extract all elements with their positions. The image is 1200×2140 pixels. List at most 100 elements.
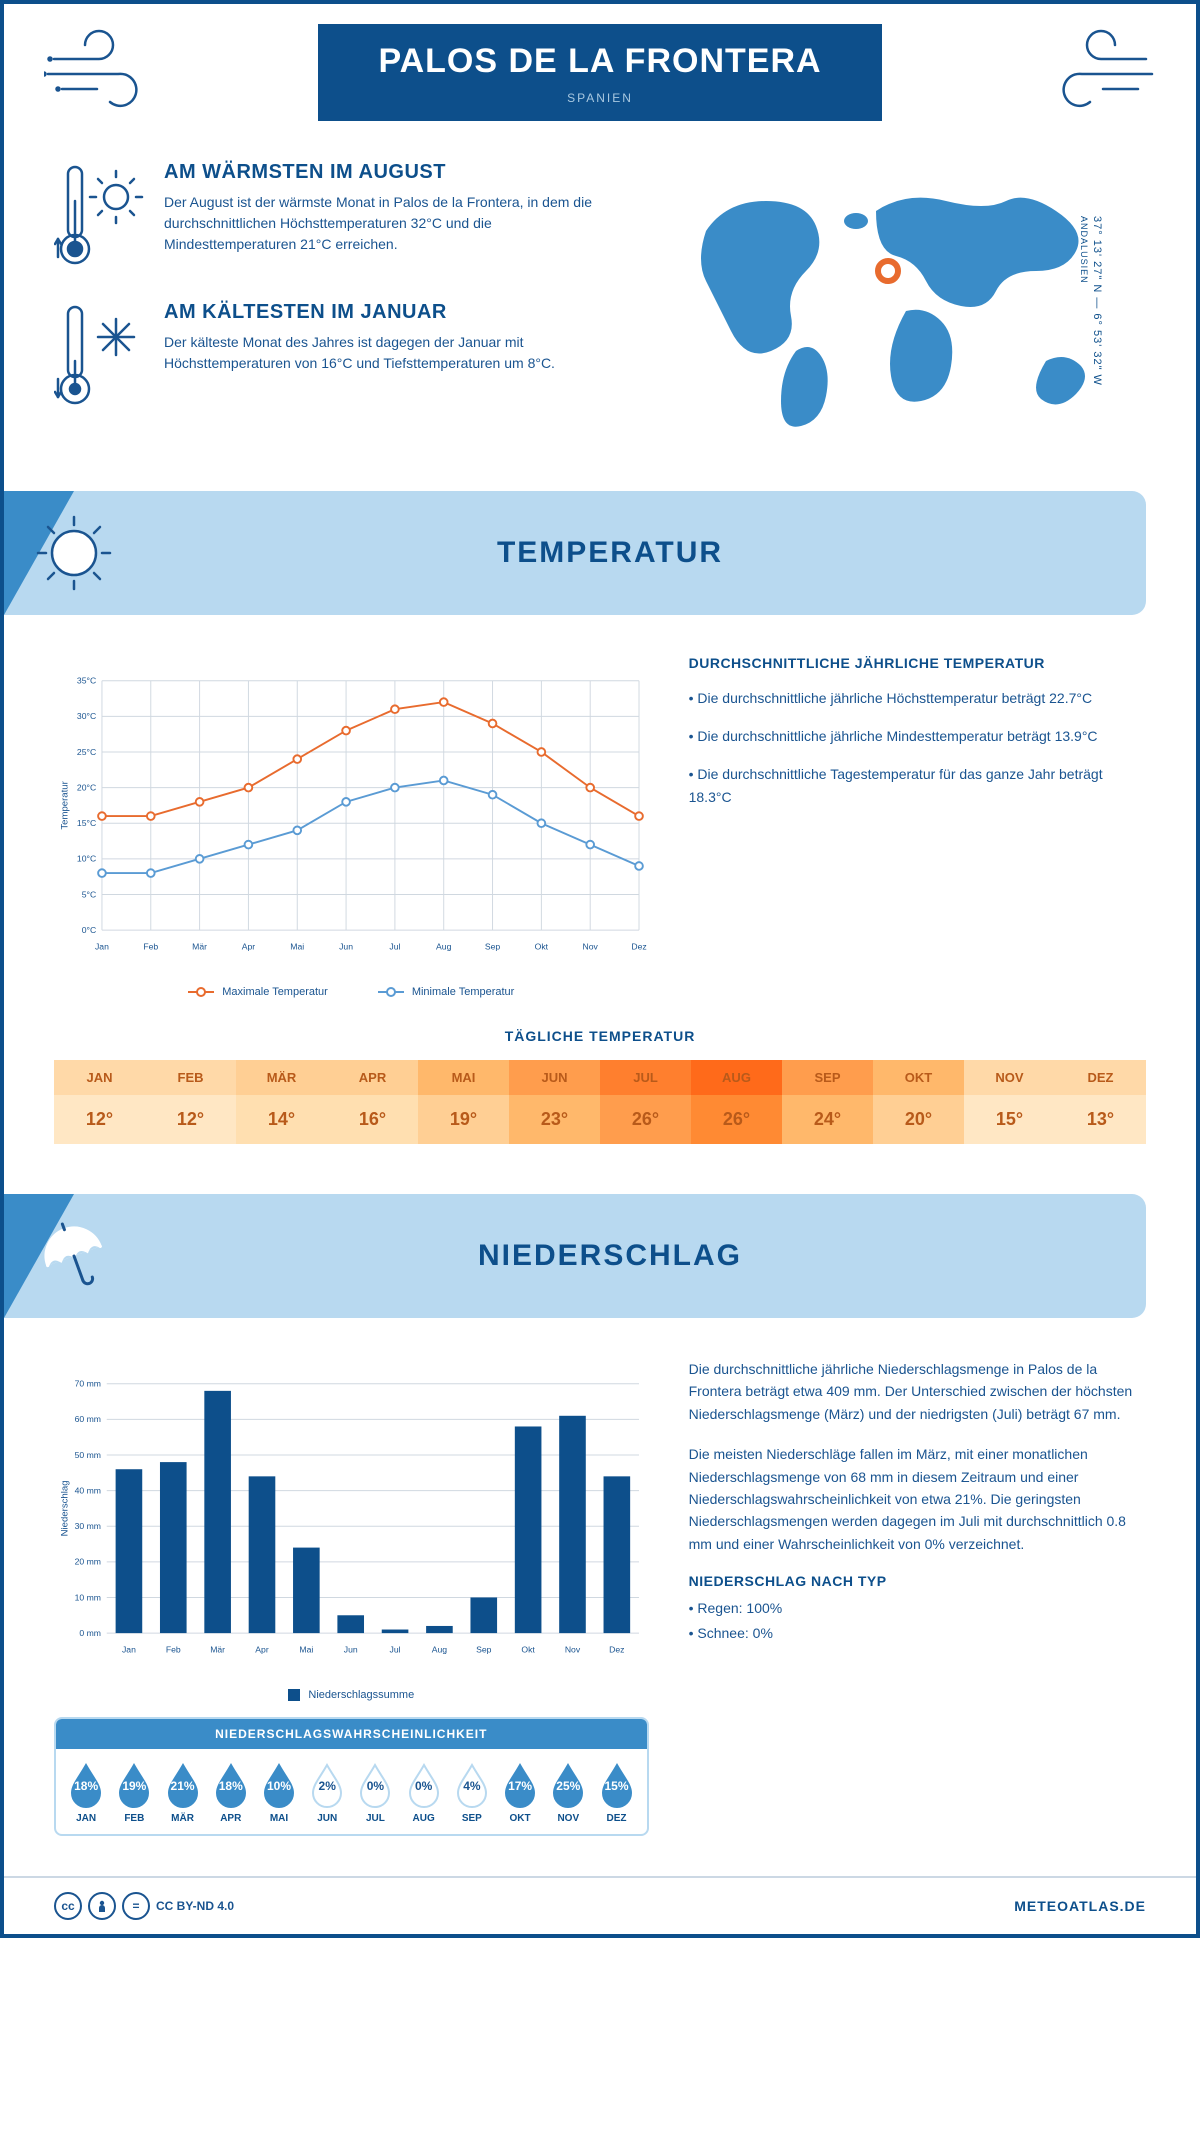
umbrella-icon xyxy=(34,1216,114,1296)
coordinates-label: 37° 13' 27" N — 6° 53' 32" W ANDALUSIEN xyxy=(1079,216,1103,386)
daily-temp-cell: APR16° xyxy=(327,1060,418,1144)
prob-drop-cell: 2%JUN xyxy=(305,1761,349,1824)
fact-cold-body: Der kälteste Monat des Jahres ist dagege… xyxy=(164,332,605,374)
svg-text:Jul: Jul xyxy=(389,941,400,951)
prob-drop-cell: 0%JUL xyxy=(353,1761,397,1824)
prob-title: NIEDERSCHLAGSWAHRSCHEINLICHKEIT xyxy=(56,1719,647,1749)
daily-temperature-block: TÄGLICHE TEMPERATUR JAN12°FEB12°MÄR14°AP… xyxy=(4,1008,1196,1184)
header-row: PALOS DE LA FRONTERA SPANIEN xyxy=(4,4,1196,151)
svg-text:Sep: Sep xyxy=(485,941,501,951)
svg-text:Mai: Mai xyxy=(299,1644,313,1654)
temperature-line-chart: 0°C5°C10°C15°C20°C25°C30°C35°CJanFebMärA… xyxy=(54,655,649,975)
daily-temp-cell: MAI19° xyxy=(418,1060,509,1144)
svg-text:30 mm: 30 mm xyxy=(75,1521,101,1531)
title-block: PALOS DE LA FRONTERA SPANIEN xyxy=(318,24,881,121)
svg-text:50 mm: 50 mm xyxy=(75,1450,101,1460)
svg-text:10 mm: 10 mm xyxy=(75,1592,101,1602)
svg-text:25°C: 25°C xyxy=(77,747,96,757)
section-header-precip: NIEDERSCHLAG xyxy=(4,1194,1146,1318)
svg-text:Temperatur: Temperatur xyxy=(59,780,70,829)
svg-text:Sep: Sep xyxy=(476,1644,492,1654)
section-header-temperature: TEMPERATUR xyxy=(4,491,1146,615)
svg-text:Okt: Okt xyxy=(521,1644,535,1654)
svg-text:5°C: 5°C xyxy=(82,889,96,899)
precip-heading: NIEDERSCHLAG xyxy=(114,1239,1106,1273)
daily-temp-cell: OKT20° xyxy=(873,1060,964,1144)
svg-text:0°C: 0°C xyxy=(82,925,96,935)
svg-text:Jul: Jul xyxy=(390,1644,401,1654)
svg-text:Dez: Dez xyxy=(631,941,646,951)
precip-legend-label: Niederschlagssumme xyxy=(308,1689,414,1701)
precip-content: 0 mm10 mm20 mm30 mm40 mm50 mm60 mm70 mmJ… xyxy=(4,1338,1196,1866)
svg-text:Jun: Jun xyxy=(344,1644,358,1654)
precip-left: 0 mm10 mm20 mm30 mm40 mm50 mm60 mm70 mmJ… xyxy=(54,1358,649,1836)
daily-temp-cell: SEP24° xyxy=(782,1060,873,1144)
daily-temp-cell: JAN12° xyxy=(54,1060,145,1144)
intro-row: AM WÄRMSTEN IM AUGUST Der August ist der… xyxy=(4,151,1196,481)
fact-warm-title: AM WÄRMSTEN IM AUGUST xyxy=(164,161,605,184)
world-map-icon xyxy=(676,171,1116,431)
country-label: SPANIEN xyxy=(378,91,821,105)
license-text: CC BY-ND 4.0 xyxy=(156,1899,234,1913)
prob-drop-cell: 17%OKT xyxy=(498,1761,542,1824)
temp-side-title: DURCHSCHNITTLICHE JÄHRLICHE TEMPERATUR xyxy=(689,655,1146,671)
svg-text:35°C: 35°C xyxy=(77,676,96,686)
svg-text:Apr: Apr xyxy=(255,1644,269,1654)
prob-drop-cell: 4%SEP xyxy=(450,1761,494,1824)
prob-drop-cell: 18%APR xyxy=(209,1761,253,1824)
brand-label: METEOATLAS.DE xyxy=(1014,1898,1146,1914)
prob-drop-cell: 21%MÄR xyxy=(160,1761,204,1824)
svg-text:Jan: Jan xyxy=(122,1644,136,1654)
temperature-legend: Maximale Temperatur Minimale Temperatur xyxy=(54,986,649,998)
svg-text:20°C: 20°C xyxy=(77,782,96,792)
page-title: PALOS DE LA FRONTERA xyxy=(378,42,821,81)
bytype-line: • Regen: 100% xyxy=(689,1597,1146,1619)
precip-bytype-title: NIEDERSCHLAG NACH TYP xyxy=(689,1573,1146,1589)
svg-text:Mär: Mär xyxy=(192,941,207,951)
fact-warmest: AM WÄRMSTEN IM AUGUST Der August ist der… xyxy=(54,161,605,271)
precip-probability-box: NIEDERSCHLAGSWAHRSCHEINLICHKEIT 18%JAN19… xyxy=(54,1717,649,1836)
legend-item: Maximale Temperatur xyxy=(188,986,328,998)
fact-coldest: AM KÄLTESTEN IM JANUAR Der kälteste Mona… xyxy=(54,301,605,411)
precip-right: Die durchschnittliche jährliche Niedersc… xyxy=(689,1358,1146,1836)
svg-text:30°C: 30°C xyxy=(77,711,96,721)
prob-drop-cell: 19%FEB xyxy=(112,1761,156,1824)
temp-bullet: • Die durchschnittliche jährliche Höchst… xyxy=(689,687,1146,711)
legend-item: Minimale Temperatur xyxy=(378,986,515,998)
daily-temp-cell: MÄR14° xyxy=(236,1060,327,1144)
daily-temp-cell: FEB12° xyxy=(145,1060,236,1144)
precip-legend: Niederschlagssumme xyxy=(54,1689,649,1701)
daily-temp-cell: JUN23° xyxy=(509,1060,600,1144)
svg-text:10°C: 10°C xyxy=(77,854,96,864)
thermometer-snow-icon xyxy=(54,301,144,411)
daily-temp-strip: JAN12°FEB12°MÄR14°APR16°MAI19°JUN23°JUL2… xyxy=(54,1060,1146,1144)
world-map-block: 37° 13' 27" N — 6° 53' 32" W ANDALUSIEN xyxy=(645,161,1146,441)
temperature-content: 0°C5°C10°C15°C20°C25°C30°C35°CJanFebMärA… xyxy=(4,635,1196,1008)
bytype-line: • Schnee: 0% xyxy=(689,1622,1146,1644)
thermometer-sun-icon xyxy=(54,161,144,271)
temperature-side-text: DURCHSCHNITTLICHE JÄHRLICHE TEMPERATUR •… xyxy=(689,655,1146,998)
svg-text:Dez: Dez xyxy=(609,1644,624,1654)
svg-text:Nov: Nov xyxy=(565,1644,581,1654)
temperature-heading: TEMPERATUR xyxy=(114,536,1106,570)
license-block: cc = CC BY-ND 4.0 xyxy=(54,1892,234,1920)
wind-icon-left xyxy=(44,24,164,114)
svg-text:Aug: Aug xyxy=(436,941,452,951)
prob-drop-cell: 25%NOV xyxy=(546,1761,590,1824)
prob-drop-cell: 15%DEZ xyxy=(594,1761,638,1824)
prob-drop-cell: 18%JAN xyxy=(64,1761,108,1824)
svg-text:60 mm: 60 mm xyxy=(75,1414,101,1424)
precip-bar-chart: 0 mm10 mm20 mm30 mm40 mm50 mm60 mm70 mmJ… xyxy=(54,1358,649,1678)
fact-cold-title: AM KÄLTESTEN IM JANUAR xyxy=(164,301,605,324)
temperature-chart-box: 0°C5°C10°C15°C20°C25°C30°C35°CJanFebMärA… xyxy=(54,655,649,998)
svg-text:Jun: Jun xyxy=(339,941,353,951)
daily-temp-cell: JUL26° xyxy=(600,1060,691,1144)
precip-para-1: Die durchschnittliche jährliche Niedersc… xyxy=(689,1358,1146,1425)
svg-text:Nov: Nov xyxy=(583,941,599,951)
svg-text:Feb: Feb xyxy=(166,1644,181,1654)
prob-drop-cell: 0%AUG xyxy=(402,1761,446,1824)
nd-icon: = xyxy=(122,1892,150,1920)
daily-temp-cell: DEZ13° xyxy=(1055,1060,1146,1144)
svg-text:Mai: Mai xyxy=(290,941,304,951)
svg-text:0 mm: 0 mm xyxy=(79,1628,101,1638)
